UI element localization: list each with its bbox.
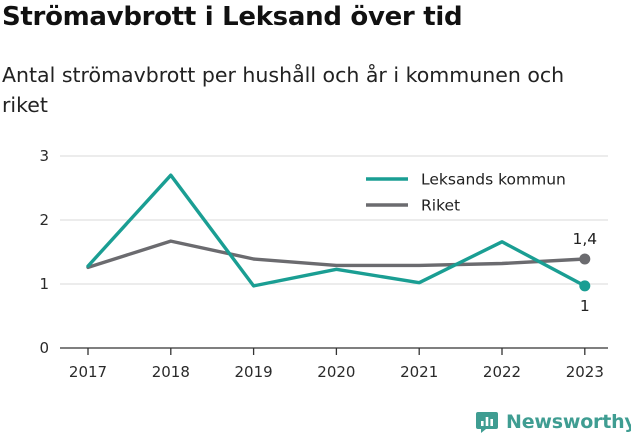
end-point-leksands-kommun xyxy=(579,280,591,292)
x-tick-label: 2022 xyxy=(483,363,521,381)
series-line-leksands-kommun xyxy=(86,173,587,288)
gridlines xyxy=(60,155,608,285)
y-axis-ticks: 0 1 2 3 xyxy=(39,147,49,357)
end-point-riket xyxy=(579,253,591,265)
x-tick-label: 2019 xyxy=(235,363,273,381)
legend-label: Riket xyxy=(421,197,460,215)
series-line-riket xyxy=(86,239,587,270)
x-tick-label: 2020 xyxy=(317,363,355,381)
chart-subtitle: Antal strömavbrott per hushåll och år i … xyxy=(2,63,565,117)
x-tick-label: 2017 xyxy=(69,363,107,381)
brand-name: Newsworthy xyxy=(506,411,631,433)
newsworthy-logo: Newsworthy xyxy=(475,408,631,436)
legend: Leksands kommun Riket xyxy=(355,163,595,219)
y-tick-label: 1 xyxy=(39,275,49,293)
legend-background xyxy=(355,163,595,219)
x-tick-label: 2021 xyxy=(400,363,438,381)
x-tick-label: 2018 xyxy=(152,363,190,381)
y-tick-label: 0 xyxy=(39,339,49,357)
x-tick-label: 2023 xyxy=(566,363,604,381)
y-tick-label: 3 xyxy=(39,147,49,165)
x-axis: 2017 2018 2019 2020 2021 2022 2023 xyxy=(60,347,608,381)
series-lines xyxy=(86,173,587,288)
bar-chart-speech-icon xyxy=(476,412,498,433)
y-tick-label: 2 xyxy=(39,211,49,229)
legend-label: Leksands kommun xyxy=(421,171,566,189)
end-value-label: 1,4 xyxy=(572,230,597,248)
end-value-label: 1 xyxy=(580,297,590,315)
end-points: 11,4 xyxy=(572,230,597,315)
chart-title: Strömavbrott i Leksand över tid xyxy=(2,2,463,32)
